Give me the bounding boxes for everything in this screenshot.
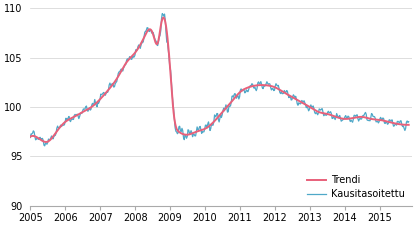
Legend: Trendi, Kausitasoitettu: Trendi, Kausitasoitettu — [305, 173, 407, 201]
